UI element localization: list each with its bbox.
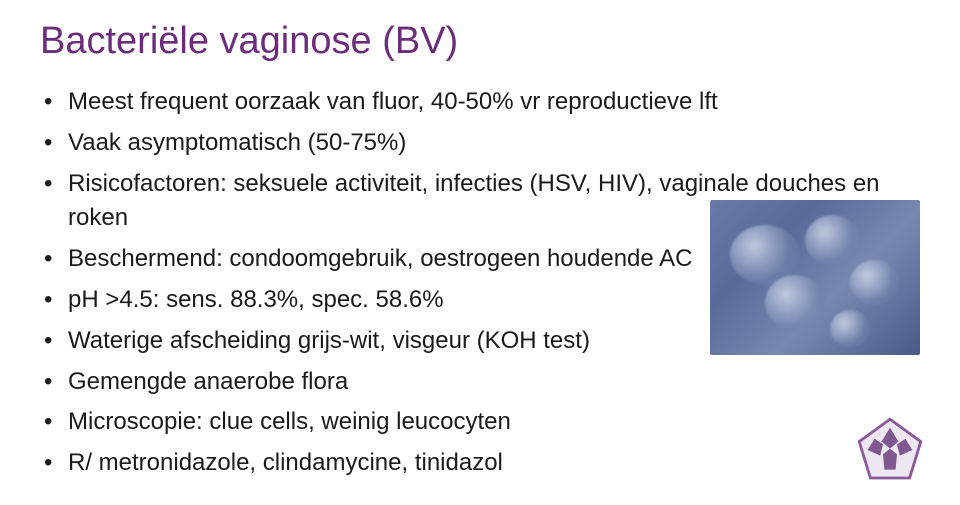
list-item: R/ metronidazole, clindamycine, tinidazo…	[40, 446, 920, 481]
slide: Bacteriële vaginose (BV) Meest frequent …	[0, 0, 960, 505]
list-item: Meest frequent oorzaak van fluor, 40-50%…	[40, 85, 920, 120]
clue-cells-image	[710, 200, 920, 355]
list-item: Microscopie: clue cells, weinig leucocyt…	[40, 405, 920, 440]
pentagon-logo-icon	[855, 415, 925, 485]
list-item: Vaak asymptomatisch (50-75%)	[40, 126, 920, 161]
list-item: Gemengde anaerobe flora	[40, 365, 920, 400]
slide-title: Bacteriële vaginose (BV)	[40, 20, 920, 63]
